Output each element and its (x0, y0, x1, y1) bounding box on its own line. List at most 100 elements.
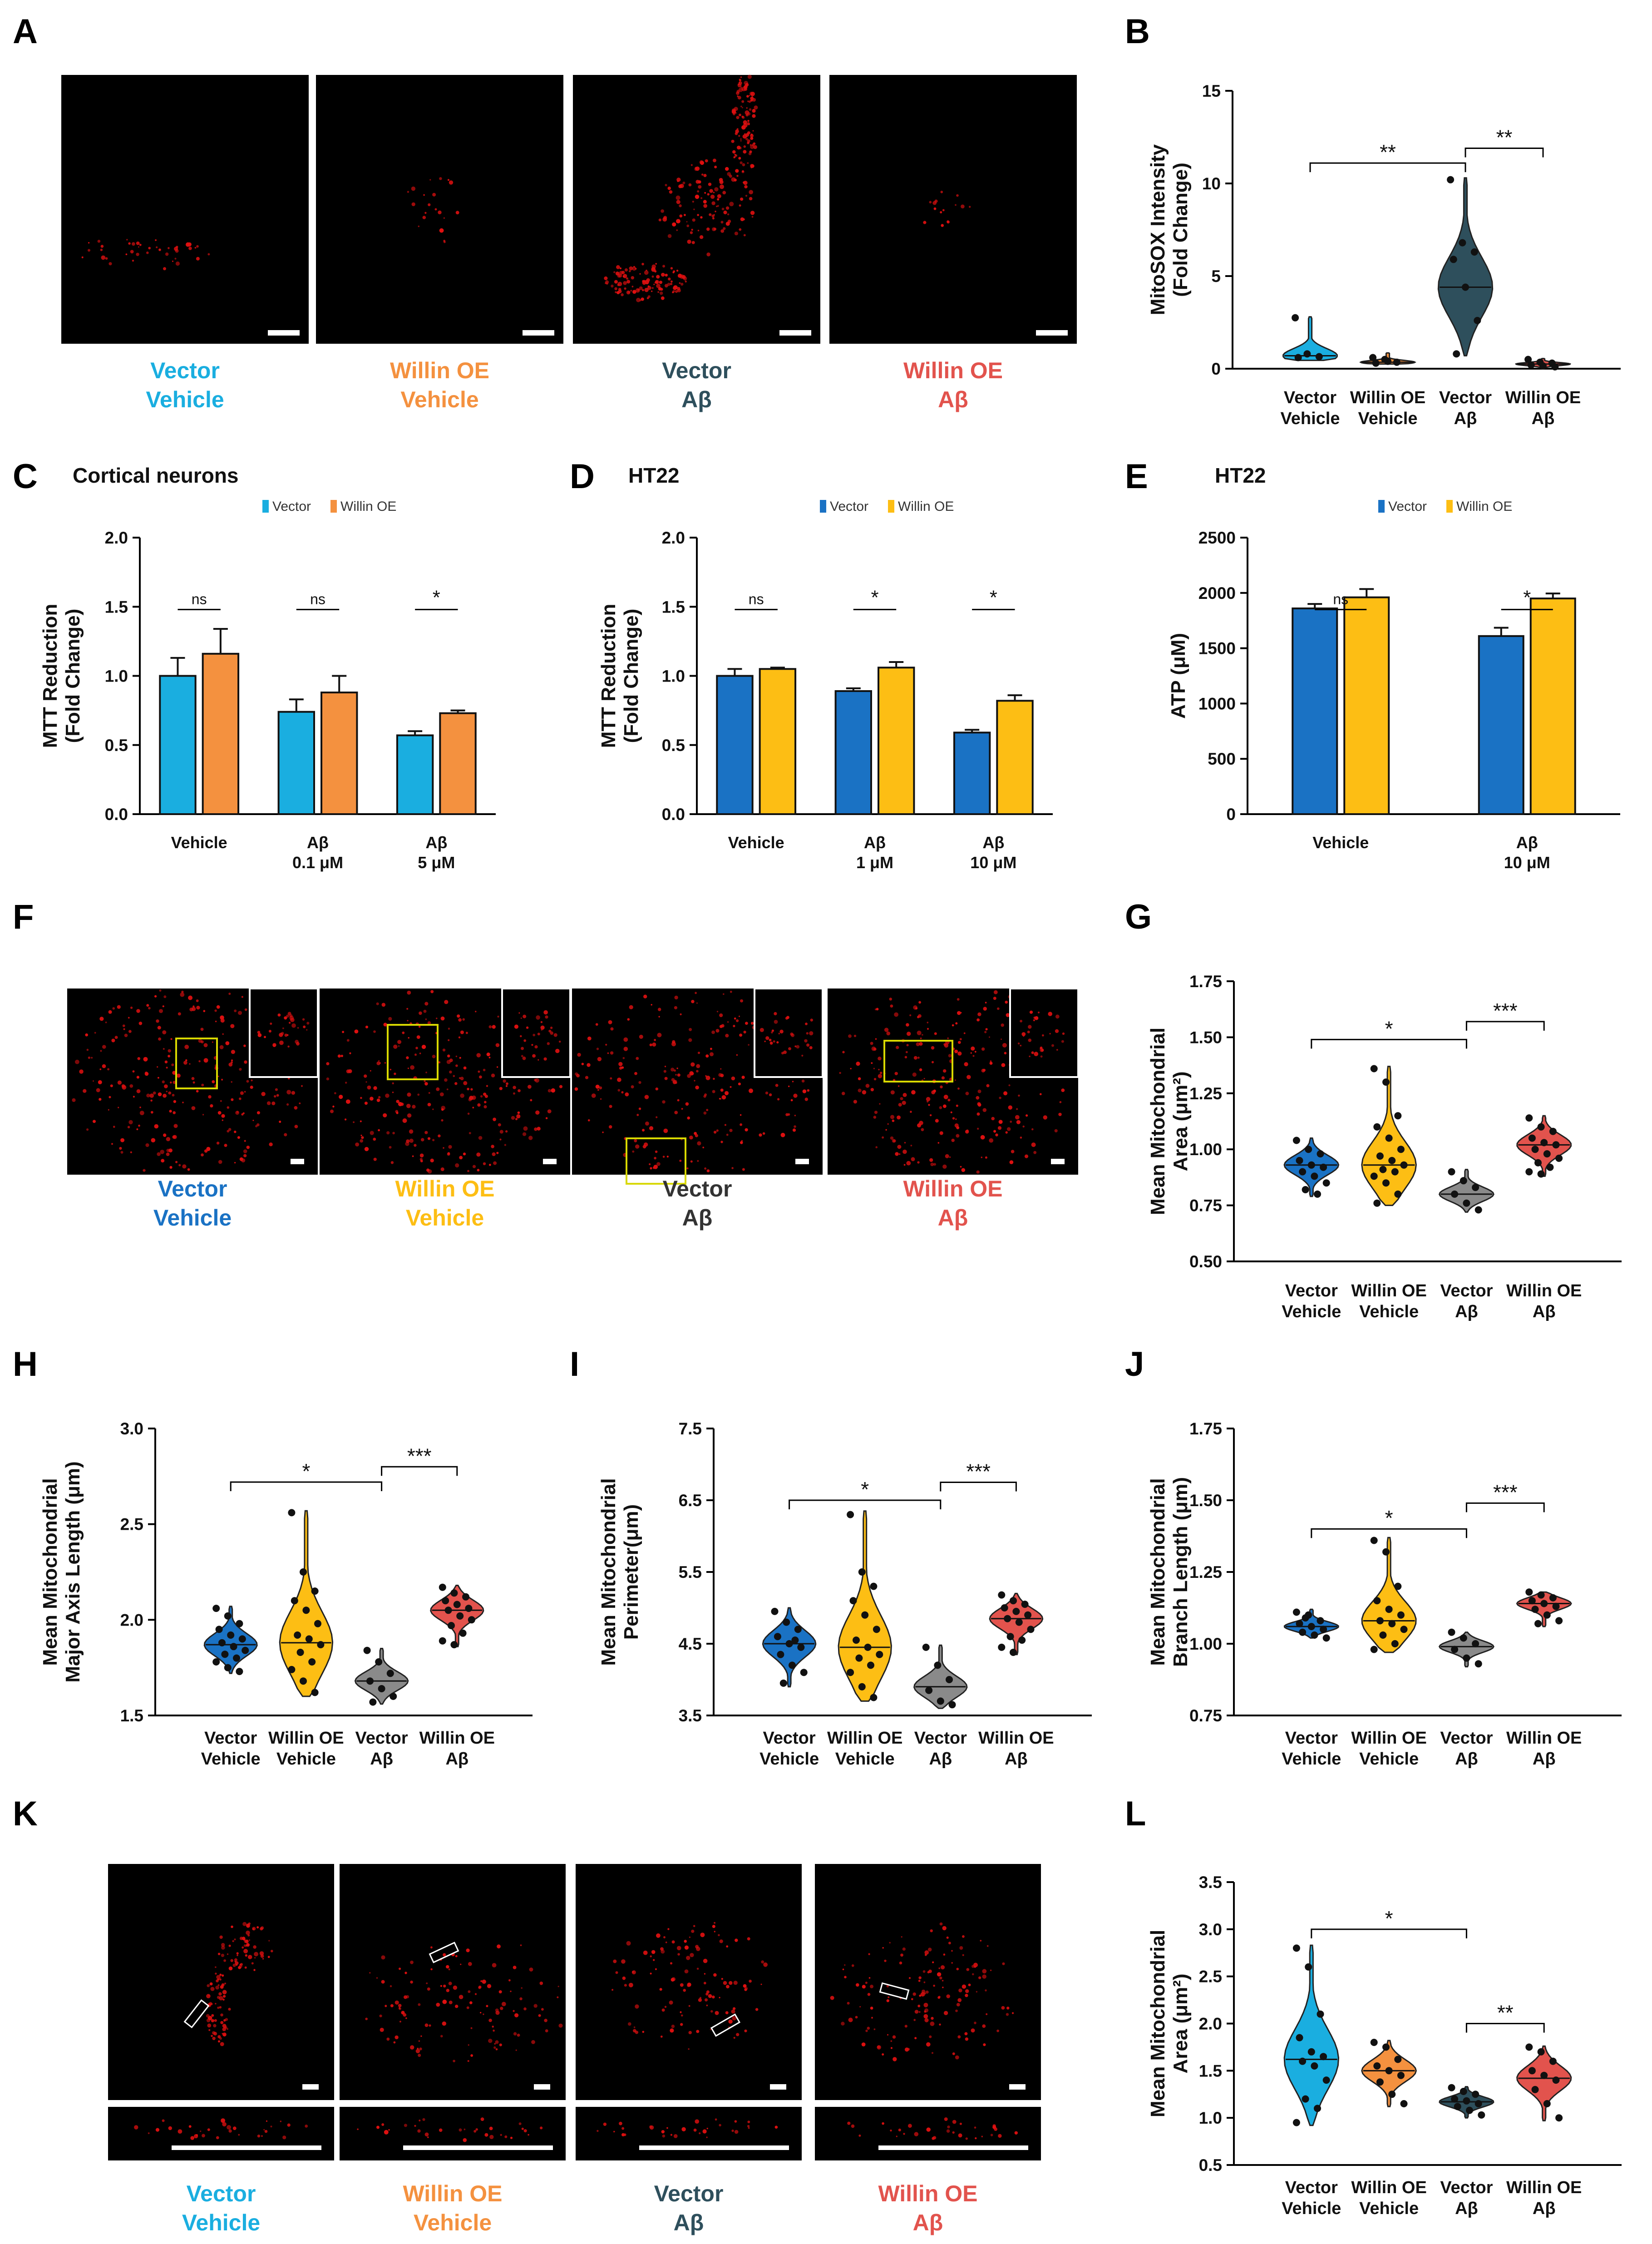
fluorescence-speck (995, 1133, 998, 1137)
fluorescence-speck (344, 1118, 347, 1121)
significance-label: *** (966, 1460, 991, 1483)
fluorescence-speck (930, 2022, 935, 2026)
fluorescence-speck (418, 225, 419, 227)
fluorescence-speck (212, 1080, 215, 1083)
fluorescence-speck (423, 1009, 427, 1013)
fluorescence-speck (740, 161, 743, 164)
fluorescence-speck (345, 1082, 347, 1084)
bar (996, 700, 1034, 816)
fluorescence-speck (203, 1043, 208, 1048)
scale-bar (779, 330, 811, 336)
fluorescence-speck (496, 1152, 499, 1154)
data-point (789, 1661, 796, 1669)
fluorescence-speck (145, 1143, 149, 1147)
fluorescence-speck (397, 1040, 402, 1044)
fluorescence-speck (202, 1114, 204, 1116)
fluorescence-speck (430, 1946, 433, 1949)
strip-speck (747, 2120, 750, 2123)
fluorescence-speck (196, 245, 199, 248)
data-point (1369, 354, 1377, 361)
fluorescence-speck (432, 1054, 436, 1058)
fluorescence-speck (551, 1088, 556, 1093)
fluorescence-speck (430, 1158, 434, 1162)
fluorescence-speck (942, 1164, 947, 1169)
fluorescence-speck (620, 267, 621, 269)
fluorescence-speck (354, 1029, 359, 1034)
fluorescence-speck (1007, 1127, 1011, 1131)
fluorescence-speck (231, 1059, 233, 1062)
fluorescence-speck (326, 1077, 330, 1081)
fluorescence-speck (985, 1028, 988, 1031)
fluorescence-speck (463, 1152, 466, 1156)
fluorescence-speck (651, 287, 654, 289)
bar (277, 711, 315, 816)
fluorescence-speck (684, 1940, 687, 1943)
inset-speck (1040, 1055, 1043, 1058)
fluorescence-speck (662, 265, 666, 268)
fluorescence-speck (166, 1137, 171, 1142)
data-point (1299, 2057, 1307, 2065)
data-point (1453, 350, 1460, 358)
caption-line1: Willin OE (903, 358, 1003, 383)
fluorescence-speck (412, 1105, 416, 1109)
fluorescence-speck (529, 1967, 533, 1972)
fluorescence-speck (976, 1096, 980, 1100)
fluorescence-speck (424, 1131, 428, 1134)
fluorescence-speck (870, 1088, 874, 1092)
fluorescence-speck (1004, 1052, 1007, 1055)
bar (1292, 607, 1338, 816)
fluorescence-speck (499, 1087, 503, 1090)
fluorescence-speck (715, 210, 716, 213)
fluorescence-speck (719, 1025, 723, 1028)
fluorescence-speck (919, 1121, 923, 1125)
data-point (1394, 1190, 1402, 1198)
x-category-label: Vector (355, 1729, 408, 1748)
fluorescence-speck (705, 159, 708, 163)
fluorescence-speck (189, 1063, 191, 1065)
fluorescence-speck (943, 1043, 947, 1046)
fluorescence-speck (212, 2036, 216, 2040)
y-axis-label: Mean Mitochondrial (1147, 1478, 1169, 1666)
fluorescence-speck (649, 1043, 652, 1047)
fluorescence-speck (235, 1111, 239, 1115)
data-point (1393, 358, 1401, 366)
fluorescence-speck (639, 273, 641, 275)
fluorescence-speck (168, 1148, 173, 1153)
fluorescence-speck (396, 1112, 399, 1114)
strip-speck (287, 2123, 291, 2127)
fluorescence-speck (690, 1953, 694, 1957)
fluorescence-speck (957, 1051, 962, 1056)
y-tick-label: 6.5 (679, 1491, 702, 1510)
strip-speck (734, 2130, 739, 2134)
fluorescence-speck (376, 1002, 379, 1005)
zoom-region-box (883, 1040, 953, 1082)
fluorescence-speck (935, 1119, 939, 1123)
strip-speck (480, 2117, 484, 2121)
fluorescence-speck (495, 1043, 500, 1047)
data-point (212, 1658, 220, 1666)
fluorescence-speck (286, 1090, 291, 1095)
data-point (847, 1669, 854, 1676)
fluorescence-speck (136, 1076, 139, 1079)
fluorescence-speck (941, 224, 944, 227)
fluorescence-speck (705, 1992, 709, 1996)
strip-speck (898, 2128, 901, 2131)
chart-title: HT22 (1215, 464, 1266, 487)
fluorescence-speck (931, 1046, 935, 1050)
fluorescence-speck (139, 1111, 144, 1116)
fluorescence-speck (467, 1087, 469, 1091)
scale-bar (1036, 330, 1068, 336)
fluorescence-speck (488, 2018, 492, 2022)
fluorescence-speck (438, 1061, 441, 1064)
y-tick-label: 1.50 (1189, 1491, 1222, 1510)
fluorescence-speck (160, 1150, 165, 1154)
fluorescence-speck (695, 992, 697, 994)
fluorescence-speck (743, 1030, 746, 1034)
violin (354, 1648, 409, 1705)
fluorescence-speck (128, 1017, 130, 1019)
fluorescence-speck (515, 1118, 518, 1121)
fluorescence-speck (942, 1069, 947, 1073)
panel-letter-j: J (1125, 1345, 1144, 1384)
